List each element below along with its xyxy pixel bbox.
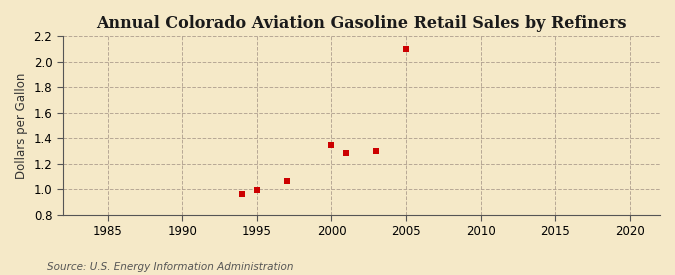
Point xyxy=(236,192,247,196)
Point xyxy=(341,151,352,156)
Point xyxy=(401,47,412,51)
Point xyxy=(326,142,337,147)
Title: Annual Colorado Aviation Gasoline Retail Sales by Refiners: Annual Colorado Aviation Gasoline Retail… xyxy=(96,15,626,32)
Point xyxy=(252,188,263,192)
Point xyxy=(371,149,381,153)
Y-axis label: Dollars per Gallon: Dollars per Gallon xyxy=(15,72,28,179)
Text: Source: U.S. Energy Information Administration: Source: U.S. Energy Information Administ… xyxy=(47,262,294,272)
Point xyxy=(281,179,292,184)
